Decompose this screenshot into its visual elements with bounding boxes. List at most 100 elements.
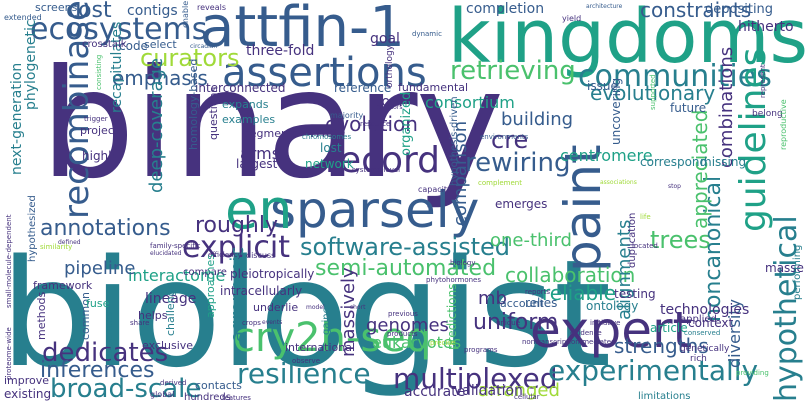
word-extended: extended <box>4 13 42 22</box>
word-testing: testing <box>614 287 656 301</box>
word-reference: reference <box>334 81 392 95</box>
word-conserved: conserved <box>684 329 721 337</box>
word-mb: mb <box>478 288 507 309</box>
word-hundreds: hundreds <box>184 392 231 403</box>
word-pipeline: pipeline <box>64 258 136 279</box>
word-goal: goal <box>370 31 400 47</box>
word-global: global <box>150 390 175 399</box>
word-tool: tool <box>376 94 403 110</box>
word-represent: represent <box>759 64 767 98</box>
word-previous: previous <box>388 310 418 318</box>
word-compare: compare <box>183 267 227 278</box>
word-homology-based: homology-based <box>187 58 200 150</box>
word-intracellularly: intracellularly <box>220 284 303 298</box>
word-fuse: fuse <box>86 297 110 310</box>
word-explicit: explicit <box>182 230 290 265</box>
word-biology: biology <box>450 259 476 267</box>
word-applied: applied <box>680 314 717 325</box>
word-events: events <box>262 319 283 326</box>
word-organized: organized <box>399 91 414 156</box>
word-communities: communities <box>578 59 772 94</box>
word-performing: performing <box>792 244 803 300</box>
word-hypothesis-driven: hypothesis-driven <box>449 96 460 186</box>
word-questions: questions <box>207 86 220 140</box>
word-methods: methods <box>35 291 48 340</box>
word-phylogenetic: phylogenetic <box>23 19 39 110</box>
word-supported: supported <box>649 74 657 110</box>
word-trees: trees <box>650 226 711 254</box>
word-software-assisted: software-assisted <box>300 233 511 261</box>
word-nontranscription-mediated: nontranscription-mediated <box>522 338 616 346</box>
word-en: en <box>225 178 293 241</box>
word-majority: majority <box>330 111 364 120</box>
word-broad-scale: broad-scale <box>50 374 202 404</box>
word-expert: expert <box>530 301 693 359</box>
word-roughly: roughly <box>195 213 279 238</box>
word-retrieving: retrieving <box>450 56 576 86</box>
word-contigs: contigs <box>127 3 178 19</box>
word-centromere: centromere <box>560 146 653 165</box>
word-resilience: resilience <box>237 357 371 390</box>
word-issue: issue <box>587 79 618 93</box>
word-duplication: duplication <box>627 212 638 268</box>
word-providing: providing <box>736 369 769 377</box>
word-systems-level: systems-level <box>352 166 401 174</box>
word-cre: cre <box>491 126 529 154</box>
word-annotations: annotations <box>40 216 171 241</box>
word-interconnected: interconnected <box>195 81 286 95</box>
word-elucidated: elucidated <box>150 250 182 257</box>
word-hypothetical: hypothetical <box>769 215 804 402</box>
word-derived: derived <box>160 379 187 387</box>
word-family-specific: family-specific <box>150 242 201 250</box>
word-depositing: depositing <box>705 2 774 17</box>
word-semi-automated: semi-automated <box>315 256 497 281</box>
word-network: network <box>305 157 354 171</box>
word-arms: arms <box>240 144 281 163</box>
word-associations: associations <box>600 179 637 186</box>
word-located: located <box>632 242 658 250</box>
word-correspond: correspond <box>640 155 708 169</box>
word-three-fold: three-fold <box>246 43 315 59</box>
word-uniform: uniform <box>473 310 559 335</box>
word-genomes: genomes <box>366 315 449 336</box>
word-limitations: limitations <box>638 391 691 402</box>
word-ontology: ontology <box>586 299 639 313</box>
word-emphasis: emphasis <box>112 66 208 90</box>
word-relies: relies <box>525 296 558 310</box>
word-masse: masse <box>765 261 804 275</box>
word-complement: complement <box>478 179 522 187</box>
word-map: map <box>310 122 346 141</box>
word-assertions: assertions <box>222 50 427 96</box>
word-defined: defined <box>58 239 81 246</box>
word-article: article <box>650 321 688 335</box>
word-existing: existing <box>4 387 52 401</box>
word-cry2h-seq: cry2h-seq <box>233 315 432 361</box>
word-dynamic: dynamic <box>412 30 442 38</box>
word-framework: framework <box>33 279 93 292</box>
word-uncovering: uncovering <box>609 77 623 145</box>
word-combinations: combinations <box>716 46 737 168</box>
word-short: short <box>350 304 366 311</box>
word-genetically: genetically <box>680 344 730 354</box>
word-capacity: capacity <box>418 185 452 194</box>
word-underlie: underlie <box>253 301 299 314</box>
word-technologies: technologies <box>660 302 750 318</box>
word-hitherto: hitherto <box>738 19 794 35</box>
word-lost: lost <box>320 141 342 155</box>
word-similarity: similarity <box>40 243 73 251</box>
word-rich: rich <box>690 354 707 364</box>
word-account: account <box>500 297 544 310</box>
word-small-molecule-dependent: small-molecule-dependent <box>5 214 13 308</box>
word-circadian: circadian <box>190 43 218 50</box>
word-experimentally: experimentally <box>548 354 759 387</box>
word-architecture: architecture <box>586 3 623 10</box>
word-recapitulates: recapitulates <box>109 21 125 113</box>
word-cellular: cellular <box>514 393 540 401</box>
word-environments: environments <box>480 133 529 141</box>
word-context: context <box>688 316 734 330</box>
word-products: products <box>387 330 418 338</box>
word-features: features <box>222 394 251 402</box>
word-kingdoms: kingdoms <box>447 0 808 80</box>
word-validation: validation <box>454 383 523 399</box>
word-highly: highly <box>82 149 119 163</box>
